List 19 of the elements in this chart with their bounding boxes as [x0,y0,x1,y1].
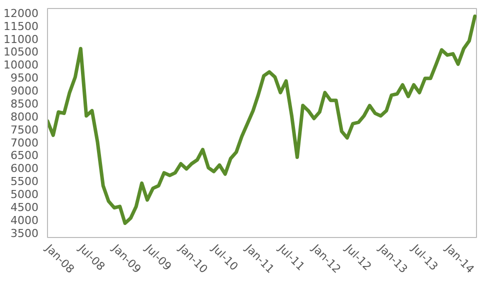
line-series [48,14,476,226]
y-tick-label: 4000 [10,214,39,227]
y-tick-label: 10000 [4,58,39,72]
y-tick-label: 9000 [10,84,39,98]
y-tick-label: 11000 [4,32,39,46]
y-tick-label: 12000 [4,6,39,20]
y-tick-label: 3500 [10,226,39,240]
y-tick-label: 10500 [4,46,39,59]
y-tick-label: 6500 [10,149,39,162]
y-tick-label: 7000 [10,136,39,150]
y-tick-label: 4500 [10,200,39,214]
y-tick-label: 6000 [10,162,39,176]
y-tick-label: 5500 [10,175,39,188]
y-tick-label: 8500 [10,97,39,110]
y-tick-label: 7500 [10,123,39,136]
y-tick-label: 5000 [10,188,39,202]
y-tick-label: 11500 [4,20,39,33]
y-tick-label: 9500 [10,72,39,85]
y-tick-label: 8000 [10,110,39,124]
